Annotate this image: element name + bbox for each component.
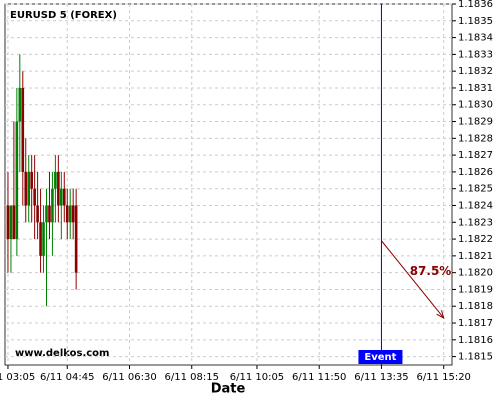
- y-tick-label: 1.1824: [458, 200, 493, 211]
- y-tick-label: 1.1836: [458, 0, 493, 10]
- candle-body: [74, 205, 78, 273]
- event-label: Event: [364, 352, 396, 363]
- event-box: [358, 350, 403, 364]
- y-tick-label: 1.1835: [458, 16, 493, 27]
- x-tick-label: 6/11 10:05: [230, 372, 284, 383]
- candle-body: [24, 171, 28, 206]
- x-tick-label: 6/11 08:15: [165, 372, 219, 383]
- y-tick-label: 1.1817: [458, 318, 493, 329]
- x-tick-label: 6/11 15:20: [416, 372, 470, 383]
- y-tick-label: 1.1815: [458, 352, 493, 363]
- y-tick-label: 1.1829: [458, 117, 493, 128]
- candle-body: [51, 188, 54, 223]
- y-tick-label: 1.1831: [458, 83, 493, 94]
- candle-body: [45, 205, 48, 223]
- candle-body: [21, 87, 25, 172]
- y-tick-label: 1.1823: [458, 217, 493, 228]
- candle-body: [30, 171, 33, 189]
- x-tick-label: 6/11 13:35: [354, 372, 408, 383]
- candle-body: [54, 171, 57, 189]
- y-tick-label: 1.1833: [458, 49, 493, 60]
- candle-body: [6, 205, 10, 240]
- chart-title: EURUSD 5 (FOREX): [10, 10, 117, 21]
- y-tick-label: 1.1821: [458, 251, 493, 262]
- x-tick-label: 6/11 06:30: [102, 372, 156, 383]
- candle-body: [62, 188, 66, 206]
- y-tick-label: 1.1826: [458, 167, 493, 178]
- plot-area: [4, 3, 453, 366]
- y-tick-label: 1.1818: [458, 301, 493, 312]
- y-tick-label: 1.1832: [458, 66, 493, 77]
- y-tick-label: 1.1822: [458, 234, 493, 245]
- candle-body: [18, 87, 22, 122]
- y-tick-label: 1.1825: [458, 184, 493, 195]
- candle-body: [42, 222, 45, 256]
- candle-body: [36, 205, 39, 223]
- y-tick-label: 1.1816: [458, 335, 493, 346]
- x-tick-label: 6/11 03:05: [0, 372, 35, 383]
- candle-body: [9, 205, 13, 240]
- candle-body: [48, 205, 51, 223]
- candle-body: [60, 188, 63, 206]
- candle-body: [68, 205, 72, 223]
- x-tick-label: 6/11 11:50: [292, 372, 346, 383]
- watermark: www.delkos.com: [15, 348, 109, 359]
- x-axis-label: Date: [211, 382, 246, 397]
- candle-body: [65, 205, 69, 223]
- candle-body: [12, 205, 16, 240]
- x-tick-label: 6/11 04:45: [40, 372, 94, 383]
- y-tick-label: 1.1834: [458, 33, 493, 44]
- candle-body: [15, 121, 19, 240]
- y-tick-label: 1.1830: [458, 100, 493, 111]
- candle-body: [71, 205, 75, 223]
- candle-body: [57, 171, 60, 206]
- forecast-arrow: [381, 240, 445, 319]
- arrow-head: [436, 310, 445, 319]
- candle-body: [39, 222, 42, 256]
- forecast-label: 87.5%: [410, 264, 452, 278]
- y-tick-label: 1.1828: [458, 133, 493, 144]
- y-tick-label: 1.1819: [458, 284, 493, 295]
- candle-body: [33, 188, 36, 206]
- y-tick-label: 1.1827: [458, 150, 493, 161]
- candle-body: [27, 171, 31, 206]
- y-tick-label: 1.1820: [458, 268, 493, 279]
